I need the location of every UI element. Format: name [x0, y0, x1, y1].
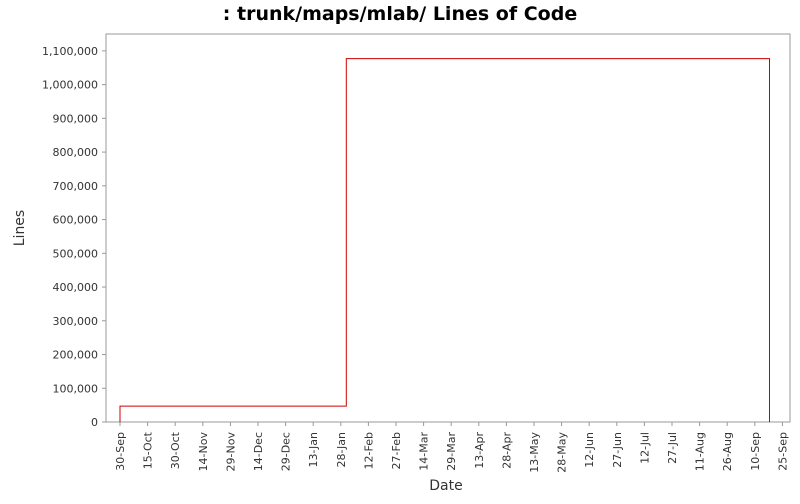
plot-frame [105, 33, 791, 423]
x-tick-label: 12-Feb [362, 432, 375, 469]
x-tick-label: 10-Sep [749, 432, 762, 471]
y-tick-label: 600,000 [53, 214, 99, 227]
x-tick-label: 12-Jul [638, 432, 651, 464]
y-tick-label: 1,000,000 [42, 79, 98, 92]
x-tick-label: 14-Dec [252, 432, 265, 471]
x-tick-label: 25-Sep [776, 432, 789, 471]
x-tick-label: 30-Oct [169, 431, 182, 469]
y-tick-label: 900,000 [53, 112, 99, 125]
y-tick-label: 400,000 [53, 281, 99, 294]
x-tick-label: 29-Nov [224, 432, 237, 472]
x-tick-label: 30-Sep [114, 432, 127, 471]
x-axis-title: Date [429, 478, 462, 494]
x-tick-label: 13-May [528, 432, 541, 473]
x-tick-label: 12-Jun [583, 432, 596, 468]
x-tick-label: 28-Jan [335, 432, 348, 468]
x-tick-label: 27-Jun [611, 432, 624, 468]
y-tick-label: 800,000 [53, 146, 99, 159]
x-tick-label: 26-Aug [721, 432, 734, 471]
plot-area: 0 100,000 200,000 300,000 400,000 500,000 600,… [42, 33, 791, 473]
x-tick-label: 27-Jul [666, 432, 679, 464]
x-tick-label: 28-May [556, 432, 569, 473]
x-tick-label: 13-Apr [473, 432, 486, 469]
series-line [119, 58, 770, 422]
x-tick-label: 13-Jan [307, 432, 320, 468]
chart-title: : trunk/maps/mlab/ Lines of Code [223, 3, 577, 25]
x-tick-label: 29-Dec [280, 432, 293, 471]
x-tick-label: 15-Oct [142, 431, 155, 469]
y-tick-label: 300,000 [53, 315, 99, 328]
y-tick-label: 1,100,000 [42, 45, 98, 58]
x-tick-label: 27-Feb [390, 432, 403, 469]
y-tick-label: 100,000 [53, 382, 99, 395]
y-tick-label: 700,000 [53, 180, 99, 193]
x-tick-label: 29-Mar [445, 432, 458, 471]
x-tick-label: 14-Nov [197, 432, 210, 472]
x-tick-label: 28-Apr [500, 432, 513, 469]
x-tick-label: 11-Aug [694, 432, 707, 471]
y-tick-label: 0 [91, 416, 98, 429]
y-axis-title: Lines [12, 210, 28, 246]
y-tick-label: 200,000 [53, 349, 99, 362]
y-tick-label: 500,000 [53, 247, 99, 260]
x-tick-label: 14-Mar [418, 432, 431, 471]
